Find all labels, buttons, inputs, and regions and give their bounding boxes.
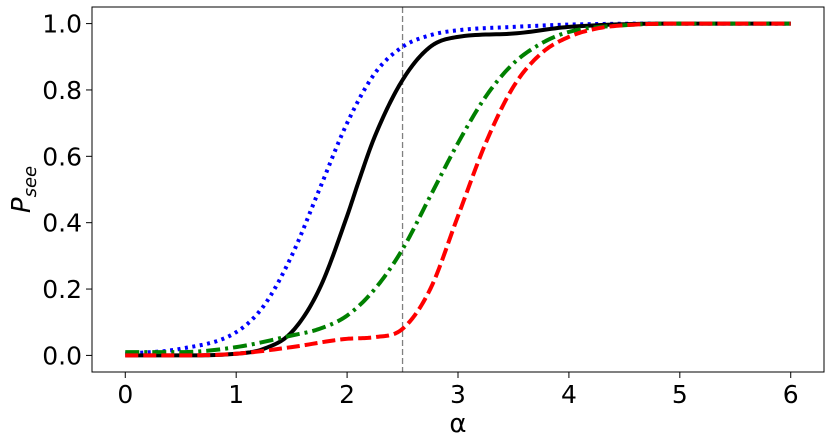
- series-line-solid: [125, 21, 791, 358]
- y-tick-label: 0.0: [42, 341, 82, 370]
- y-axis-ticks: 0.0 0.2 0.4 0.6 0.8 1.0: [42, 10, 92, 370]
- x-tick-label: 0: [117, 380, 133, 409]
- y-tick-label: 0.8: [42, 76, 82, 105]
- x-tick-label: 5: [672, 380, 688, 409]
- x-tick-label: 3: [450, 380, 466, 409]
- x-axis-ticks: 0 1 2 3 4 5 6: [117, 372, 799, 409]
- y-tick-label: 0.4: [42, 209, 82, 238]
- x-tick-label: 4: [561, 380, 577, 409]
- series-layer: [125, 21, 791, 358]
- x-tick-label: 6: [783, 380, 799, 409]
- y-axis-label-subscript: see: [20, 166, 41, 198]
- y-axis-label-main: P: [7, 197, 37, 213]
- plot-area-frame: [91, 6, 825, 373]
- y-axis-label: Psee: [7, 166, 41, 213]
- series-line-dashdot: [125, 21, 791, 355]
- x-tick-label: 2: [339, 380, 355, 409]
- y-tick-label: 1.0: [42, 10, 82, 39]
- x-tick-label: 1: [228, 380, 244, 409]
- x-axis-label: α: [449, 409, 466, 439]
- y-tick-label: 0.2: [42, 275, 82, 304]
- y-tick-label: 0.6: [42, 142, 82, 171]
- series-line-dashed: [125, 21, 791, 358]
- series-line-dotted: [125, 21, 791, 356]
